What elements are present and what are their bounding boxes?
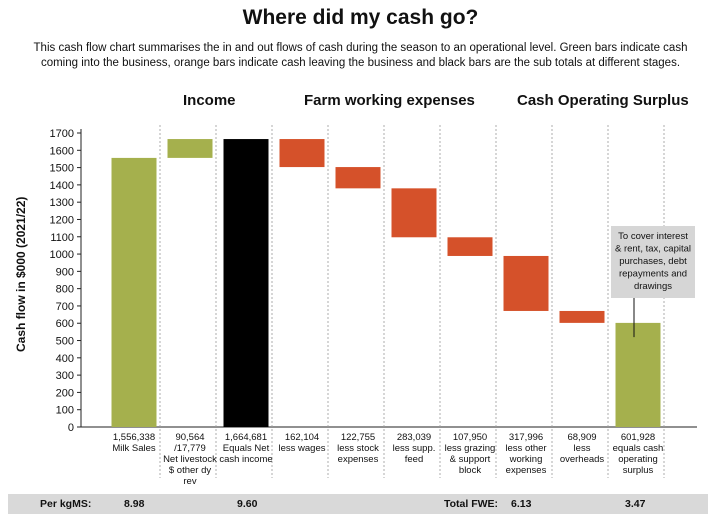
bar-value-label: 1,556,338 xyxy=(113,432,155,443)
bar-category-label: overheads xyxy=(560,454,605,465)
y-tick-label: 500 xyxy=(56,336,74,348)
y-tick-label: 1600 xyxy=(50,145,74,157)
y-tick-label: 700 xyxy=(56,301,74,313)
bar-value-label: 162,104 xyxy=(285,432,319,443)
bar-value-label: 122,755 xyxy=(341,432,375,443)
bar-category-label: operating xyxy=(618,454,658,465)
y-tick-label: 1000 xyxy=(50,249,74,261)
y-tick-label: 1400 xyxy=(50,180,74,192)
bar-category-label: less grazing xyxy=(445,443,496,454)
annotation-text: purchases, debt xyxy=(619,256,687,267)
bar-category-label: Net livestock xyxy=(163,454,217,465)
bar-10 xyxy=(615,322,661,427)
chart-subtitle: This cash flow chart summarises the in a… xyxy=(33,42,688,69)
y-tick-label: 1500 xyxy=(50,163,74,175)
bar-category-label: cash income xyxy=(219,454,272,465)
y-tick-label: 100 xyxy=(56,405,74,417)
total-fwe-label: Total FWE: xyxy=(444,498,499,510)
bar-value-label: 90,564 xyxy=(175,432,204,443)
bar-category-label: equals cash xyxy=(613,443,664,454)
bar-value-label: 68,909 xyxy=(567,432,596,443)
bar-3 xyxy=(223,139,269,427)
annotation-text: & rent, tax, capital xyxy=(615,244,691,255)
y-tick-label: 0 xyxy=(68,422,74,434)
bar-category-label: less xyxy=(574,443,591,454)
y-tick-label: 600 xyxy=(56,318,74,330)
bar-value-label: 601,928 xyxy=(621,432,655,443)
bar-value-label: 317,996 xyxy=(509,432,543,443)
y-tick-label: 400 xyxy=(56,353,74,365)
bar-category-label: block xyxy=(459,465,481,476)
bar-6 xyxy=(391,188,437,238)
bar-value-label: 1,664,681 xyxy=(225,432,267,443)
bar-category-label: surplus xyxy=(623,465,654,476)
bar-category-label: working xyxy=(509,454,543,465)
chart-title: Where did my cash go? xyxy=(242,6,479,29)
annotation-text: repayments and xyxy=(619,269,687,280)
bar-value-label: 283,039 xyxy=(397,432,431,443)
y-tick-label: 900 xyxy=(56,266,74,278)
section-cash-operating-surplus: Cash Operating Surplus xyxy=(517,92,689,109)
footer-bar xyxy=(8,494,708,514)
bar-9 xyxy=(559,310,605,323)
y-tick-label: 800 xyxy=(56,284,74,296)
section-income: Income xyxy=(183,92,236,109)
bar-category-label: Equals Net xyxy=(223,443,270,454)
annotation-box xyxy=(611,226,695,298)
bar-value-label: /17,779 xyxy=(174,443,206,454)
per-kgms-milk: 8.98 xyxy=(124,498,145,510)
bar-7 xyxy=(447,237,493,256)
y-tick-label: 1700 xyxy=(50,128,74,140)
y-tick-label: 1300 xyxy=(50,197,74,209)
per-kgms-label: Per kgMS: xyxy=(40,498,92,510)
surplus-per-kgms: 3.47 xyxy=(625,498,646,510)
y-tick-label: 1100 xyxy=(50,232,74,244)
total-fwe-value: 6.13 xyxy=(511,498,532,510)
bar-category-label: less supp. xyxy=(393,443,436,454)
bar-category-label: Milk Sales xyxy=(112,443,156,454)
annotation-text: drawings xyxy=(634,281,672,292)
bar-category-label: & support xyxy=(450,454,491,465)
bar-4 xyxy=(279,139,325,168)
bar-category-label: less wages xyxy=(279,443,326,454)
bar-category-label: rev xyxy=(183,476,196,487)
bar-category-label: expenses xyxy=(506,465,547,476)
annotation-text: To cover interest xyxy=(618,231,688,242)
per-kgms-net-cash: 9.60 xyxy=(237,498,258,510)
bar-category-label: less other xyxy=(505,443,546,454)
bar-category-label: less stock xyxy=(337,443,379,454)
bar-category-label: $ other dy xyxy=(169,465,211,476)
bar-value-label: 107,950 xyxy=(453,432,487,443)
bar-category-label: feed xyxy=(405,454,424,465)
y-tick-label: 1200 xyxy=(50,214,74,226)
bar-category-label: expenses xyxy=(338,454,379,465)
bar-1 xyxy=(111,157,157,427)
section-farm-working-expenses: Farm working expenses xyxy=(304,92,475,109)
bar-2 xyxy=(167,139,213,158)
bar-5 xyxy=(335,167,381,189)
bar-8 xyxy=(503,255,549,311)
y-tick-label: 200 xyxy=(56,387,74,399)
y-tick-label: 300 xyxy=(56,370,74,382)
